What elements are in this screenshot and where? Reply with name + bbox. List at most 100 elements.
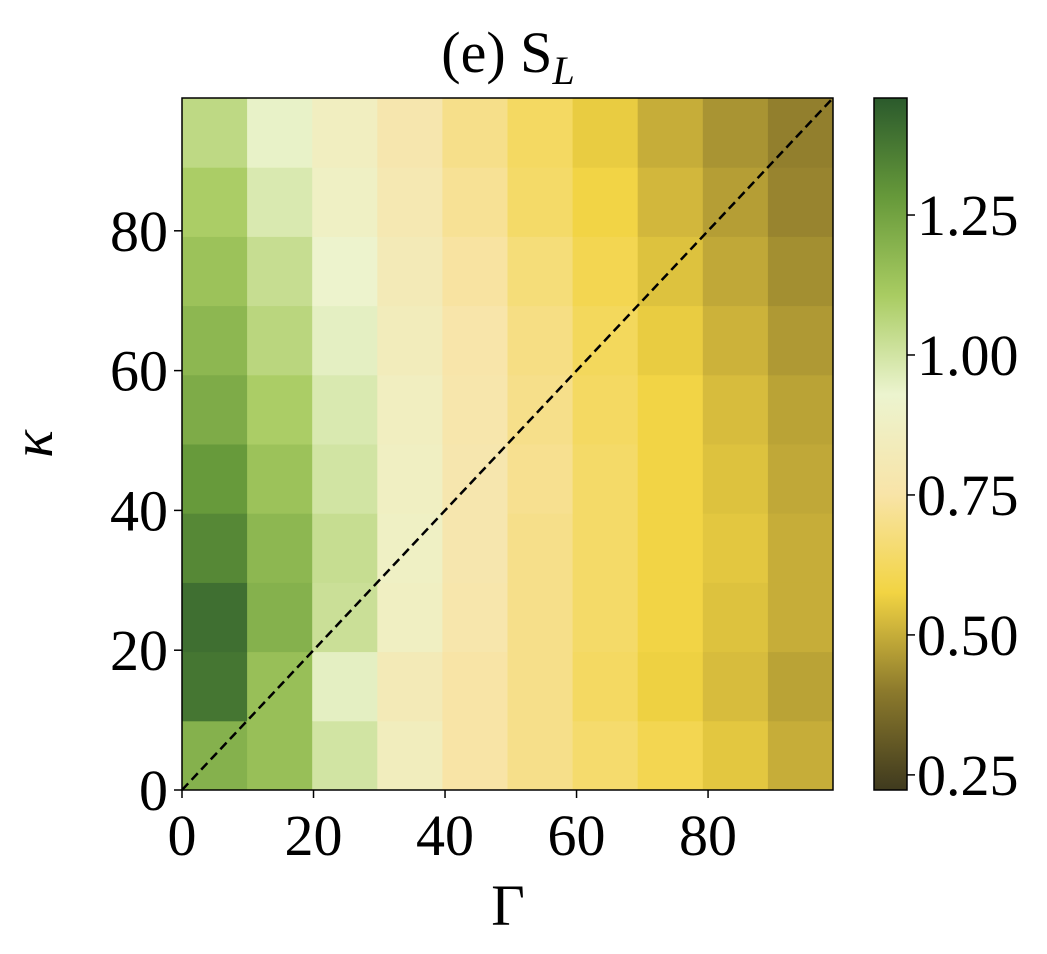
colorbar-tick-label: 1.25 <box>917 183 1019 248</box>
heatmap-cell <box>767 444 834 514</box>
heatmap-cell <box>442 582 508 653</box>
heatmap-cell <box>442 651 508 722</box>
heatmap-cell <box>767 651 834 722</box>
heatmap-cell <box>182 98 248 168</box>
heatmap-cell <box>182 167 248 237</box>
x-tick-label: 0 <box>168 803 197 868</box>
heatmap-cell <box>312 444 378 514</box>
heatmap-cell <box>572 374 639 445</box>
heatmap-cell <box>507 651 574 722</box>
heatmap-cell <box>507 444 574 514</box>
heatmap-cell <box>247 444 313 514</box>
heatmap-cell <box>247 374 313 445</box>
heatmap-cell <box>702 720 769 791</box>
heatmap-cell <box>442 374 508 445</box>
heatmap-cell <box>572 582 639 653</box>
heatmap-cell <box>767 374 834 445</box>
heatmap-cell <box>507 513 574 583</box>
heatmap-cell <box>572 167 639 237</box>
heatmap-cell <box>442 167 508 237</box>
heatmap-cell <box>702 444 769 514</box>
heatmap-cell <box>247 98 313 168</box>
heatmap-cell <box>312 720 378 791</box>
heatmap-cell <box>507 720 574 791</box>
heatmap-cell <box>312 167 378 237</box>
heatmap-cell <box>572 651 639 722</box>
heatmap-cell <box>247 582 313 653</box>
heatmap-cell <box>702 98 769 168</box>
y-tick-label: 0 <box>139 758 168 823</box>
y-axis-label: κ <box>0 429 65 458</box>
heatmap-cell <box>767 305 834 376</box>
x-tick-label: 40 <box>416 803 474 868</box>
heatmap-cell <box>637 720 704 791</box>
heatmap-cell <box>507 582 574 653</box>
heatmap-cell <box>572 720 639 791</box>
heatmap-cell <box>507 305 574 376</box>
x-axis-label: Γ <box>491 873 525 938</box>
heatmap-cell <box>312 98 378 168</box>
heatmap-cell <box>507 167 574 237</box>
heatmap-cell <box>182 582 248 653</box>
heatmap-cell <box>637 98 704 168</box>
heatmap-cell <box>572 236 639 307</box>
heatmap-cell <box>182 305 248 376</box>
heatmap-cell <box>637 305 704 376</box>
colorbar <box>873 97 908 791</box>
heatmap-cell <box>442 305 508 376</box>
colorbar-tick-label: 0.25 <box>917 743 1019 808</box>
heatmap-cell <box>377 720 443 791</box>
colorbar-tick-label: 1.00 <box>917 323 1019 388</box>
heatmap-cell <box>702 651 769 722</box>
heatmap-cell <box>702 236 769 307</box>
heatmap-cell <box>377 305 443 376</box>
title-text: (e) S <box>441 20 552 85</box>
heatmap-cell <box>702 582 769 653</box>
x-tick-label: 80 <box>679 803 737 868</box>
heatmap-cell <box>442 513 508 583</box>
heatmap-cell <box>637 651 704 722</box>
heatmap-cell <box>702 305 769 376</box>
heatmap-cell <box>377 444 443 514</box>
y-tick-label: 20 <box>110 618 168 683</box>
heatmap-cell <box>377 236 443 307</box>
heatmap-cell <box>377 651 443 722</box>
heatmap-cell <box>442 720 508 791</box>
heatmap-cell <box>182 374 248 445</box>
heatmap-cell <box>572 444 639 514</box>
heatmap-cell <box>247 305 313 376</box>
title-subscript: L <box>551 48 574 93</box>
heatmap-cell <box>507 98 574 168</box>
y-tick-label: 60 <box>110 339 168 404</box>
plot-frame <box>181 97 834 791</box>
heatmap-cell <box>507 236 574 307</box>
heatmap-cell <box>312 374 378 445</box>
heatmap-cell <box>312 513 378 583</box>
heatmap-cell <box>247 513 313 583</box>
heatmap-cell <box>247 720 313 791</box>
heatmap-cell <box>767 167 834 237</box>
heatmap-cell <box>442 236 508 307</box>
heatmap-cell <box>182 236 248 307</box>
x-tick-label: 20 <box>285 803 343 868</box>
colorbar-tick-label: 0.50 <box>917 603 1019 668</box>
y-tick-label: 80 <box>110 199 168 264</box>
heatmap-cell <box>182 513 248 583</box>
heatmap-cell <box>377 98 443 168</box>
heatmap-cell <box>182 651 248 722</box>
heatmap-cell <box>247 236 313 307</box>
heatmap-cell <box>312 651 378 722</box>
heatmap-cell <box>637 444 704 514</box>
heatmap-cell <box>442 98 508 168</box>
heatmap-cell <box>377 582 443 653</box>
x-tick-label: 60 <box>548 803 606 868</box>
heatmap-cell <box>767 582 834 653</box>
heatmap-cell <box>312 236 378 307</box>
heatmap-cell <box>572 98 639 168</box>
chart-title: (e) SL <box>441 20 574 93</box>
heatmap-cell <box>767 236 834 307</box>
heatmap-cell <box>247 167 313 237</box>
y-tick-label: 40 <box>110 478 168 543</box>
heatmap-cell <box>377 374 443 445</box>
